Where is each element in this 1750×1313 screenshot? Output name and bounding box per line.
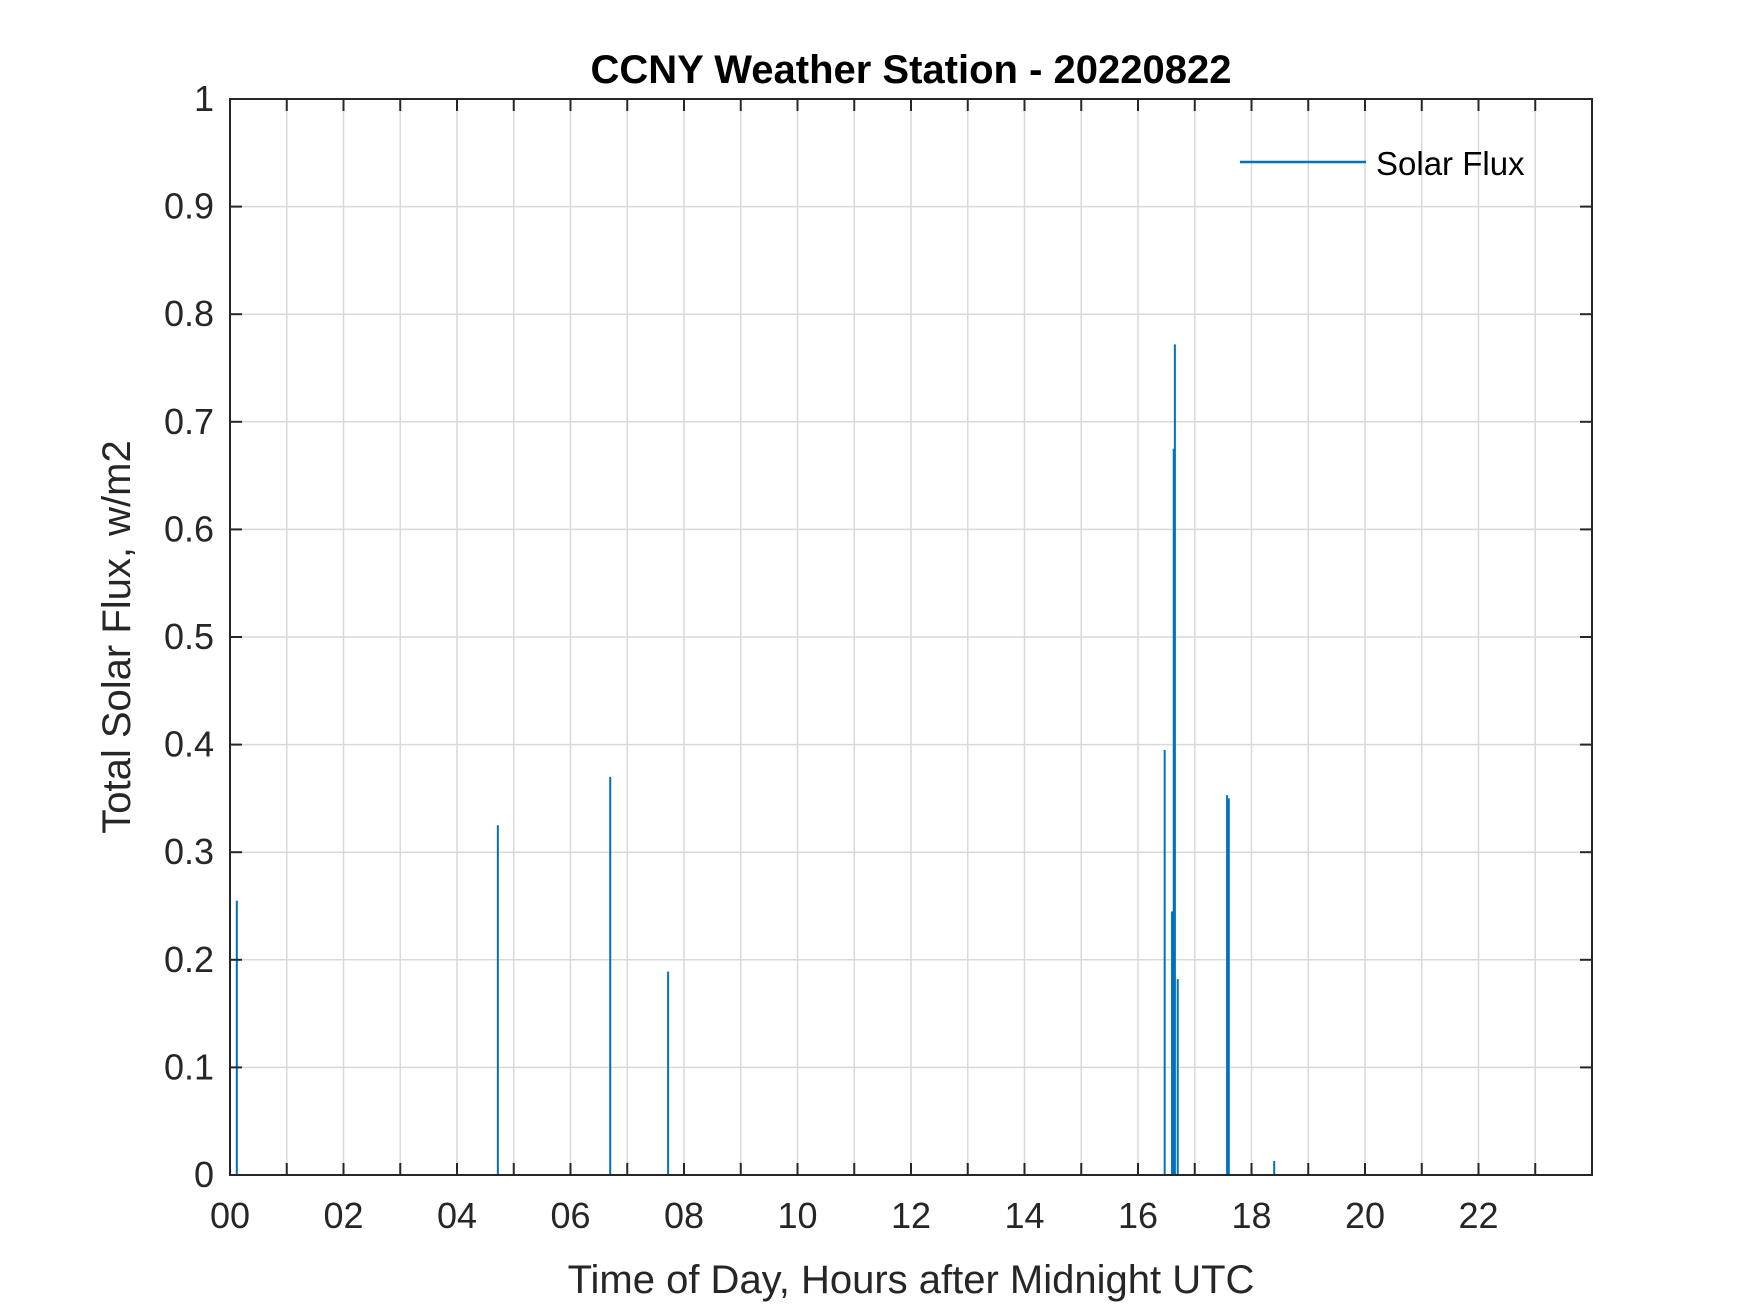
y-axis-label: Total Solar Flux, w/m2	[95, 440, 139, 833]
x-tick-labels: 00 02 04 06 08 10 12 14 16 18 20 22	[210, 1195, 1499, 1236]
x-axis-label: Time of Day, Hours after Midnight UTC	[568, 1258, 1255, 1302]
y-tick-label: 0	[194, 1154, 214, 1195]
x-tick-label: 12	[891, 1195, 931, 1236]
x-tick-label: 06	[550, 1195, 590, 1236]
y-tick-label: 0.3	[164, 831, 214, 872]
x-tick-label: 14	[1004, 1195, 1044, 1236]
y-tick-label: 0.8	[164, 293, 214, 334]
x-tick-label: 00	[210, 1195, 250, 1236]
legend-label-solar-flux: Solar Flux	[1376, 145, 1525, 182]
y-tick-label: 0.5	[164, 616, 214, 657]
y-tick-label: 0.9	[164, 186, 214, 227]
chart-title: CCNY Weather Station - 20220822	[591, 48, 1232, 92]
x-tick-label: 02	[323, 1195, 363, 1236]
y-tick-labels: 0 0.1 0.2 0.3 0.4 0.5 0.6 0.7 0.8 0.9 1	[164, 78, 214, 1195]
legend: Solar Flux	[1240, 145, 1525, 182]
y-tick-label: 1	[194, 78, 214, 119]
y-tick-label: 0.1	[164, 1046, 214, 1087]
data-series-solar-flux	[235, 344, 1276, 1175]
grid	[230, 99, 1592, 1175]
y-tick-label: 0.4	[164, 724, 214, 765]
x-tick-label: 04	[437, 1195, 477, 1236]
x-tick-label: 20	[1345, 1195, 1385, 1236]
y-tick-label: 0.6	[164, 508, 214, 549]
x-tick-label: 22	[1458, 1195, 1498, 1236]
y-tick-label: 0.2	[164, 939, 214, 980]
x-tick-label: 08	[664, 1195, 704, 1236]
y-tick-label: 0.7	[164, 401, 214, 442]
x-tick-label: 18	[1231, 1195, 1271, 1236]
x-tick-label: 10	[777, 1195, 817, 1236]
x-tick-label: 16	[1118, 1195, 1158, 1236]
axis-ticks	[230, 99, 1592, 1175]
